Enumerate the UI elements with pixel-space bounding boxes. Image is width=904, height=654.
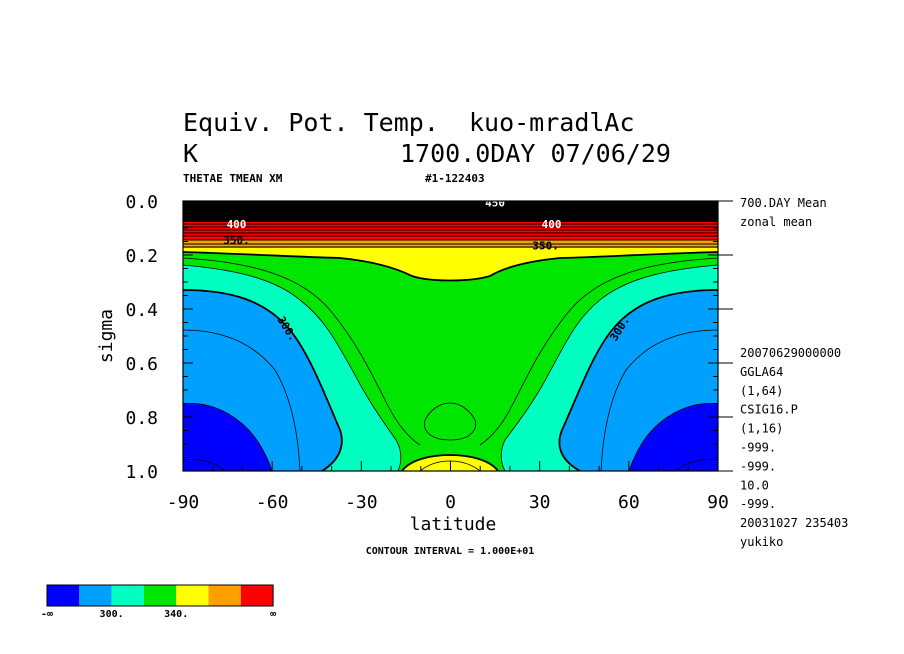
x-tick-label: 90 [707,492,729,513]
contour-interval-label: CONTOUR INTERVAL = 1.000E+01 [366,546,535,557]
contour-290-left [183,403,273,471]
fill-340-350 [183,250,718,471]
x-tick-label: -90 [167,492,200,513]
y-tick-label: 0.4 [125,300,158,321]
fill-370-plus [183,222,718,240]
contour-lines [183,251,718,471]
metadata-line: -999. [740,497,776,511]
contour-330-right [479,257,718,446]
metadata-line: 20031027 235403 [740,516,848,530]
contour-300-right [558,289,718,471]
colorbar-swatch [111,585,144,606]
x-tick-label: 60 [618,492,640,513]
colorbar-swatch [176,585,209,606]
contour-310-right [600,329,718,471]
contour-310-left [183,329,301,471]
colorbar-swatch [208,585,241,606]
fill-below-300-right [629,403,718,471]
y-axis: 0.0 0.2 0.4 0.6 0.8 1.0 [125,192,733,483]
y-tick-label: 0.0 [125,192,158,213]
contour-350-upper [183,251,718,282]
metadata-line: GGLA64 [740,365,783,379]
colorbar-label: ∞ [270,609,276,620]
upper-dense-contours [183,223,718,248]
contour-label: 450 [485,196,505,209]
contour-fills [183,201,718,471]
metadata-line: -999. [740,459,776,473]
fill-350-360-upper [183,247,718,281]
metadata-line: -999. [740,441,776,455]
contour-label: 350. [532,240,559,253]
variable-label: THETAE TMEAN XM [183,172,283,185]
metadata-line: (1,16) [740,422,783,436]
contour-330-left [183,257,421,446]
y-axis-label: sigma [96,309,117,363]
y-tick-label: 0.8 [125,408,158,429]
x-tick-label: 0 [445,492,456,513]
contour-350-surface [401,454,499,471]
metadata-line: CSIG16.P [740,403,798,417]
colorbar-frame [46,584,274,607]
colorbar-label: -∞ [41,609,53,620]
mean-period-label: 700.DAY Mean [740,196,827,210]
metadata-block: 20070629000000 GGLA64 (1,64) CSIG16.P (1,16)… [740,346,848,549]
time-label: 1700.0DAY 07/06/29 [400,139,671,168]
contour-320-left [183,264,402,471]
x-axis-label: latitude [410,514,497,535]
colorbar-swatch [240,585,274,606]
contour-280-right [675,459,718,471]
colorbar-label: 300. [100,609,124,620]
metadata-line: yukiko [740,535,783,549]
contour-340-inner [423,402,477,441]
contour-300-left [183,289,343,471]
contour-290-right [628,403,718,471]
x-axis: -90 -60 -30 0 30 60 90 [167,201,729,513]
colorbar-swatch [143,585,177,606]
colorbar-swatch [79,585,112,606]
contour-320-right [500,264,718,471]
contour-label: 350. [223,234,250,247]
x-tick-label: 30 [529,492,551,513]
fill-below-300-left [183,403,272,471]
metadata-line: 20070629000000 [740,346,841,360]
units-label: K [183,139,198,168]
colorbar: -∞ 300. 340. ∞ [41,584,276,620]
y-tick-label: 0.2 [125,246,158,267]
x-tick-label: -30 [345,492,378,513]
y-tick-label: 1.0 [125,462,158,483]
colorbar-swatch [47,585,80,606]
metadata-line: 10.0 [740,478,769,492]
contour-label: 400 [227,218,247,231]
metadata-line: (1,64) [740,384,783,398]
contour-label: 400 [542,218,562,231]
contour-280-left [183,459,226,471]
zonal-mean-label: zonal mean [740,215,812,229]
colorbar-label: 340. [164,609,188,620]
y-tick-label: 0.6 [125,354,158,375]
run-id-label: #1-122403 [425,172,485,185]
figure-title: Equiv. Pot. Temp. kuo-mradlAc [183,108,635,137]
x-tick-label: -60 [256,492,289,513]
fill-stratosphere [183,201,718,222]
